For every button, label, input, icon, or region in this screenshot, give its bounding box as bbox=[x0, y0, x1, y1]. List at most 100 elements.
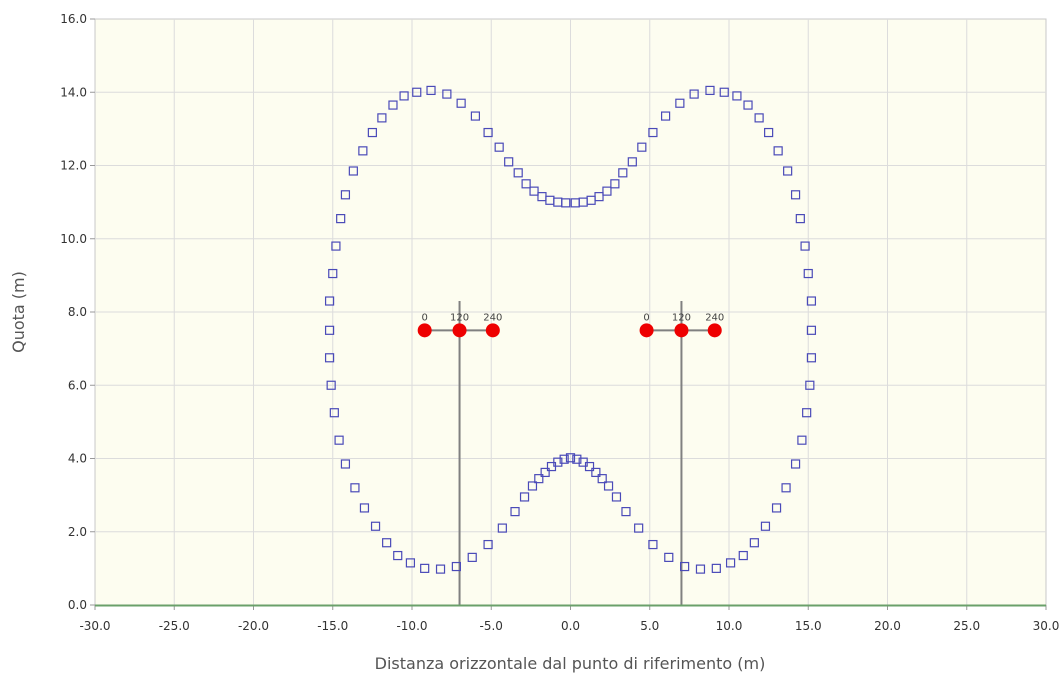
conductor-point bbox=[707, 323, 722, 338]
data-point bbox=[781, 483, 791, 493]
data-point bbox=[610, 179, 620, 189]
data-point bbox=[749, 538, 759, 548]
x-tick-label: -20.0 bbox=[238, 619, 269, 633]
data-point bbox=[561, 198, 571, 208]
y-tick-label: 2.0 bbox=[68, 525, 87, 539]
data-point bbox=[470, 111, 480, 121]
support-poles bbox=[424, 301, 715, 605]
data-point bbox=[329, 408, 339, 418]
grid bbox=[95, 19, 1046, 605]
data-point bbox=[806, 296, 817, 306]
y-tick-label: 0.0 bbox=[68, 598, 87, 612]
data-point bbox=[695, 564, 706, 574]
data-point bbox=[324, 296, 335, 306]
data-point bbox=[806, 353, 817, 363]
conductor-phase-label: 240 bbox=[483, 312, 502, 323]
x-axis-title: Distanza orizzontale dal punto di riferi… bbox=[375, 654, 766, 673]
data-point bbox=[689, 89, 699, 99]
scatter-points bbox=[324, 85, 817, 574]
data-point bbox=[711, 563, 721, 573]
x-tick-label: -30.0 bbox=[79, 619, 110, 633]
data-point bbox=[648, 127, 658, 138]
data-point bbox=[334, 435, 344, 445]
x-tick-label: 25.0 bbox=[953, 619, 980, 633]
data-point bbox=[790, 459, 801, 469]
data-point bbox=[328, 268, 338, 279]
y-tick-label: 12.0 bbox=[60, 159, 87, 173]
y-tick-label: 16.0 bbox=[60, 12, 87, 26]
data-point bbox=[725, 558, 736, 568]
data-point bbox=[340, 459, 351, 469]
conductor-point bbox=[485, 323, 500, 338]
data-point bbox=[513, 168, 523, 178]
x-tick-label: -10.0 bbox=[396, 619, 427, 633]
x-tick-label: -25.0 bbox=[159, 619, 190, 633]
data-point bbox=[732, 91, 742, 101]
data-point bbox=[764, 127, 774, 138]
data-point bbox=[805, 380, 815, 390]
data-point bbox=[540, 467, 550, 478]
data-point bbox=[738, 550, 748, 561]
data-point bbox=[451, 561, 461, 572]
data-point bbox=[497, 523, 507, 533]
data-point bbox=[559, 454, 569, 464]
data-point bbox=[326, 380, 336, 390]
data-point bbox=[797, 435, 807, 445]
data-point bbox=[382, 538, 392, 548]
data-point bbox=[510, 507, 520, 517]
conductor-phase-label: 0 bbox=[421, 312, 427, 323]
y-tick-label: 14.0 bbox=[60, 85, 87, 99]
y-tick-label: 8.0 bbox=[68, 305, 87, 319]
x-tick-label: -5.0 bbox=[480, 619, 503, 633]
data-point bbox=[603, 481, 614, 491]
data-point bbox=[521, 179, 531, 189]
data-point bbox=[324, 353, 335, 363]
data-point bbox=[519, 492, 530, 502]
data-point bbox=[504, 157, 514, 167]
data-point bbox=[435, 564, 446, 574]
conductor-point bbox=[674, 323, 689, 338]
data-point bbox=[705, 85, 715, 96]
data-point bbox=[611, 492, 622, 502]
data-point bbox=[680, 561, 690, 572]
data-point bbox=[648, 539, 658, 550]
data-point bbox=[803, 268, 813, 279]
data-point bbox=[494, 142, 504, 152]
data-point bbox=[483, 539, 493, 550]
x-tick-label: 5.0 bbox=[640, 619, 659, 633]
data-point bbox=[627, 157, 637, 167]
data-point bbox=[377, 113, 387, 123]
data-point bbox=[350, 483, 360, 493]
conductor-point bbox=[452, 323, 467, 338]
conductor-phase-label: 120 bbox=[672, 312, 691, 323]
data-point bbox=[467, 552, 477, 562]
data-point bbox=[529, 186, 539, 196]
data-point bbox=[412, 87, 422, 97]
conductor-point bbox=[639, 323, 654, 338]
y-tick-label: 4.0 bbox=[68, 452, 87, 466]
data-point bbox=[795, 214, 805, 224]
data-point bbox=[618, 168, 628, 178]
data-point bbox=[340, 190, 351, 200]
x-tick-label: 30.0 bbox=[1033, 619, 1060, 633]
data-point bbox=[348, 166, 358, 176]
data-point bbox=[754, 113, 764, 123]
data-point bbox=[760, 521, 771, 531]
data-point bbox=[399, 91, 409, 101]
conductor-phase-label: 240 bbox=[705, 312, 724, 323]
x-tick-label: 20.0 bbox=[874, 619, 901, 633]
y-tick-label: 6.0 bbox=[68, 378, 87, 392]
data-point bbox=[572, 454, 582, 464]
data-point bbox=[771, 503, 782, 513]
data-point bbox=[597, 474, 607, 484]
x-tick-label: 10.0 bbox=[716, 619, 743, 633]
data-point bbox=[637, 142, 647, 152]
data-point bbox=[783, 166, 793, 176]
data-point bbox=[591, 467, 601, 478]
data-point bbox=[802, 408, 812, 418]
data-point bbox=[602, 186, 612, 196]
data-point bbox=[806, 325, 817, 335]
conductor-point bbox=[417, 323, 432, 338]
data-point bbox=[527, 481, 538, 491]
data-point bbox=[675, 98, 685, 108]
